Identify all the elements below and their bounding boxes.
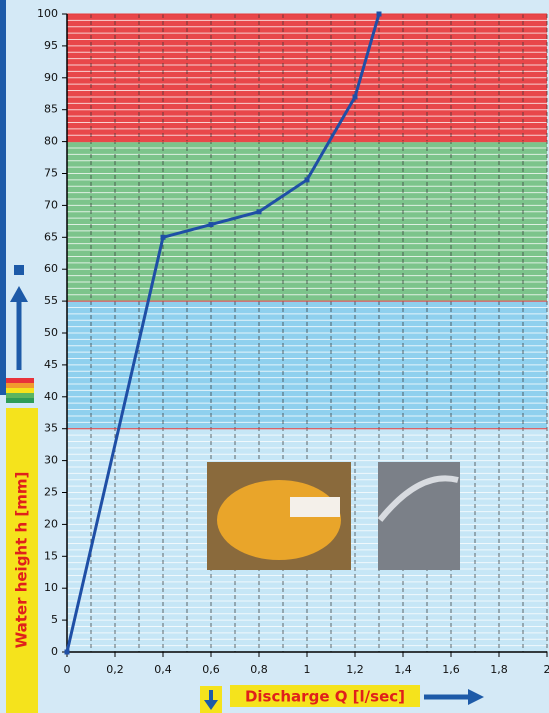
y-tick-label: 80	[44, 135, 58, 148]
plot-area: 0510152025303540455055606570758085909510…	[37, 7, 549, 676]
band	[67, 142, 547, 302]
x-tick-label: 1,8	[490, 663, 508, 676]
y-tick-label: 95	[44, 39, 58, 52]
x-tick-label: 1	[304, 663, 311, 676]
x-tick-label: 1,4	[394, 663, 412, 676]
y-tick-label: 10	[44, 581, 58, 594]
x-tick-label: 1,6	[442, 663, 460, 676]
y-tick-label: 55	[44, 294, 58, 307]
y-tick-label: 20	[44, 517, 58, 530]
y-tick-label: 15	[44, 549, 58, 562]
x-tick-label: 0,8	[250, 663, 268, 676]
chart: Water height h [mm] Discharge Q [l/sec] …	[0, 0, 549, 713]
data-point	[161, 235, 166, 240]
x-tick-label: 0,6	[202, 663, 220, 676]
x-tick-label: 0,2	[106, 663, 124, 676]
y-tick-label: 45	[44, 358, 58, 371]
y-tick-label: 50	[44, 326, 58, 339]
data-point	[209, 222, 214, 227]
y-tick-label: 70	[44, 198, 58, 211]
x-tick-label: 0,4	[154, 663, 172, 676]
y-tick-label: 35	[44, 422, 58, 435]
up-arrow-head	[10, 286, 28, 302]
x-tick-label: 1,2	[346, 663, 364, 676]
y-tick-label: 85	[44, 103, 58, 116]
y-tick-label: 60	[44, 262, 58, 275]
y-tick-label: 30	[44, 454, 58, 467]
data-point	[305, 177, 310, 182]
y-tick-label: 65	[44, 230, 58, 243]
x-axis-label: Discharge Q [l/sec]	[245, 688, 405, 706]
y-axis-label: Water height h [mm]	[13, 472, 31, 649]
right-arrow-head	[468, 689, 484, 705]
y-tick-label: 0	[51, 645, 58, 658]
y-tick-label: 75	[44, 167, 58, 180]
color-stripes	[6, 378, 34, 403]
data-point	[377, 12, 382, 17]
photo-tag	[290, 497, 340, 517]
y-tick-label: 25	[44, 486, 58, 499]
y-tick-label: 40	[44, 390, 58, 403]
photo-device	[217, 480, 341, 560]
y-tick-label: 100	[37, 7, 58, 20]
x-tick-label: 0	[64, 663, 71, 676]
x-tick-label: 2	[544, 663, 549, 676]
data-point	[65, 650, 70, 655]
square-icon	[14, 265, 24, 275]
data-point	[353, 94, 358, 99]
left-strip	[0, 0, 6, 395]
y-tick-label: 5	[51, 613, 58, 626]
y-tick-label: 90	[44, 71, 58, 84]
data-point	[257, 209, 262, 214]
